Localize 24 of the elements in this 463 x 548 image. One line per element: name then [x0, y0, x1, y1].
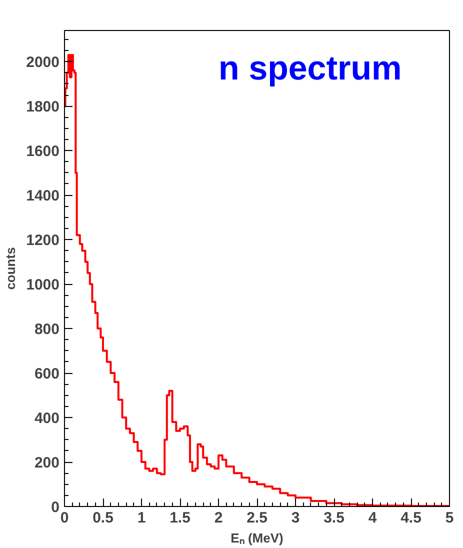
- x-tick-label: 4.5: [400, 510, 422, 526]
- y-axis-title: counts: [3, 247, 18, 290]
- y-tick-label: 1400: [26, 188, 60, 205]
- y-tick-label: 1000: [26, 276, 60, 294]
- x-tick-label: 2.5: [246, 510, 268, 526]
- x-tick-label: 2: [214, 510, 223, 526]
- y-tick-label: 600: [34, 366, 60, 383]
- x-tick-label: 1.5: [170, 510, 190, 526]
- y-tick-label: 200: [34, 454, 60, 472]
- y-tick-label: 800: [34, 321, 60, 338]
- text: n spectrum: [218, 50, 402, 88]
- x-axis-title: Eₙ (MeV): [230, 530, 284, 546]
- x-tick-label: 3: [291, 510, 300, 526]
- x-tick-label: 3.5: [324, 510, 344, 526]
- y-tick-label: 1600: [26, 143, 60, 160]
- x-tick-label: 4: [368, 510, 378, 526]
- y-tick-label: 400: [34, 410, 60, 428]
- y-tick-label: 1200: [26, 232, 60, 250]
- x-tick-label: 0.5: [92, 510, 114, 526]
- x-tick-label: 5: [445, 510, 454, 526]
- x-tick-label: 1: [137, 510, 146, 526]
- y-tick-label: 2000: [26, 54, 60, 72]
- y-tick-label: 1800: [26, 98, 60, 116]
- y-tick-label: 0: [51, 499, 60, 516]
